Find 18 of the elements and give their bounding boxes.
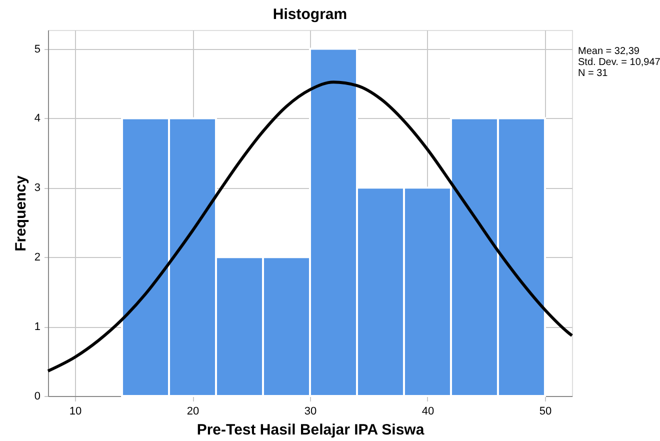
x-tick-label: 30 bbox=[304, 406, 317, 418]
y-tick-label: 3 bbox=[34, 182, 40, 194]
text: Std. Dev. = 10,947 bbox=[578, 57, 660, 68]
x-axis-title: Pre-Test Hasil Belajar IPA Siswa bbox=[196, 422, 425, 438]
y-tick-label: 2 bbox=[34, 252, 40, 264]
line-series bbox=[46, 80, 574, 372]
text: N = 31 bbox=[578, 68, 608, 79]
text: Mean = 32,39 bbox=[578, 46, 640, 57]
y-tick-label: 0 bbox=[34, 390, 40, 402]
y-tick-label: 4 bbox=[34, 112, 40, 125]
y-tick-label: 5 bbox=[34, 43, 40, 56]
x-tick-label: 50 bbox=[539, 406, 552, 418]
y-axis-title: Frequency bbox=[12, 174, 30, 252]
y-tick-label: 1 bbox=[34, 321, 40, 334]
x-tick-label: 40 bbox=[422, 406, 434, 418]
chart-title: Histogram bbox=[272, 6, 348, 23]
x-tick-label: 10 bbox=[69, 406, 82, 418]
x-tick-label: 20 bbox=[186, 406, 200, 418]
